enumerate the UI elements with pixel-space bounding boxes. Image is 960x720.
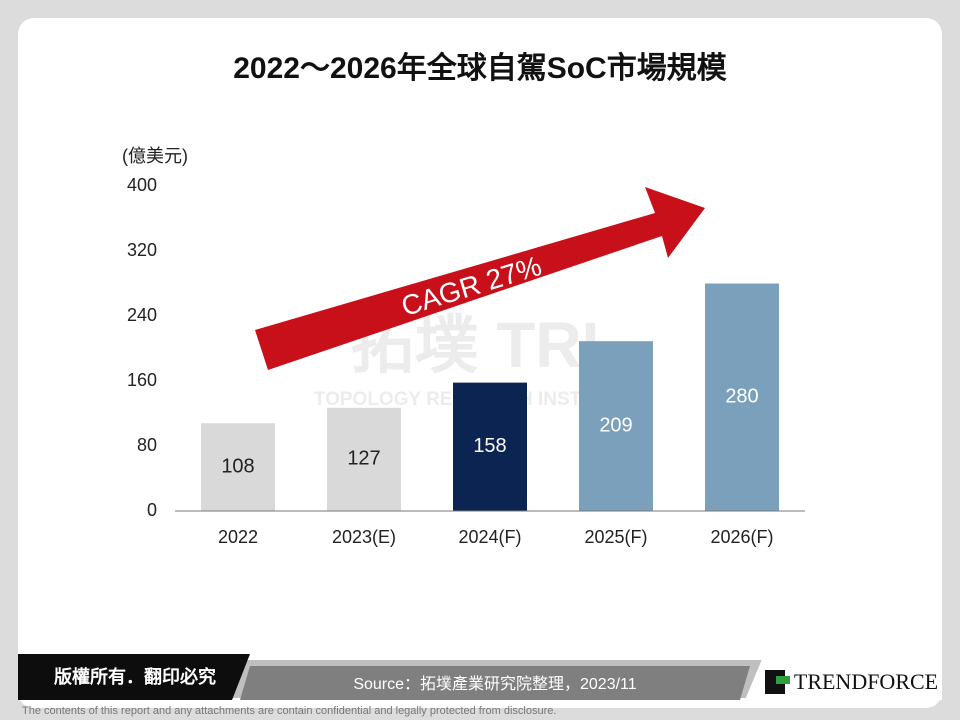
chart-title: 2022～2026年全球自駕SoC市場規模 (233, 51, 726, 85)
source: Source：拓墣產業研究院整理，2023/11 (353, 675, 636, 693)
card (18, 18, 942, 708)
x-tick-label: 2026(F) (710, 527, 773, 547)
plot: 0 80 160 240 320 400 2022 108 2023(E) 127 2024(F) 1… (127, 175, 805, 547)
bar (705, 283, 779, 511)
brand-band (745, 640, 942, 700)
bar (201, 423, 275, 511)
bar (579, 341, 653, 511)
y-tick-label: 0 (147, 500, 157, 520)
x-tick-label: 2022 (218, 527, 258, 547)
y-tick-label: 160 (127, 370, 157, 390)
disclaimer: The contents of this report and any atta… (22, 705, 556, 717)
value-label: 209 (599, 414, 632, 436)
y-tick-label: 80 (137, 435, 157, 455)
y-tick-label: 320 (127, 240, 157, 260)
arrow-shape (255, 187, 705, 370)
brand-icon-accent (776, 676, 790, 684)
y-tick-label: 400 (127, 175, 157, 195)
y-tick-label: 240 (127, 305, 157, 325)
x-tick-label: 2025(F) (584, 527, 647, 547)
bar (327, 407, 401, 511)
brand: TRENDFORCE (794, 669, 938, 694)
value-label: 108 (221, 455, 254, 477)
rights-band (18, 654, 250, 700)
bar (453, 382, 527, 511)
value-label: 158 (473, 435, 506, 457)
value-label: 280 (725, 386, 758, 408)
source-band (240, 666, 750, 700)
value-label: 127 (347, 448, 380, 470)
y-axis-label: (億美元) (122, 146, 188, 166)
x-tick-label: 2024(F) (458, 527, 521, 547)
rights: 版權所有．翻印必究 (54, 666, 216, 687)
x-tick-label: 2023(E) (332, 527, 396, 547)
